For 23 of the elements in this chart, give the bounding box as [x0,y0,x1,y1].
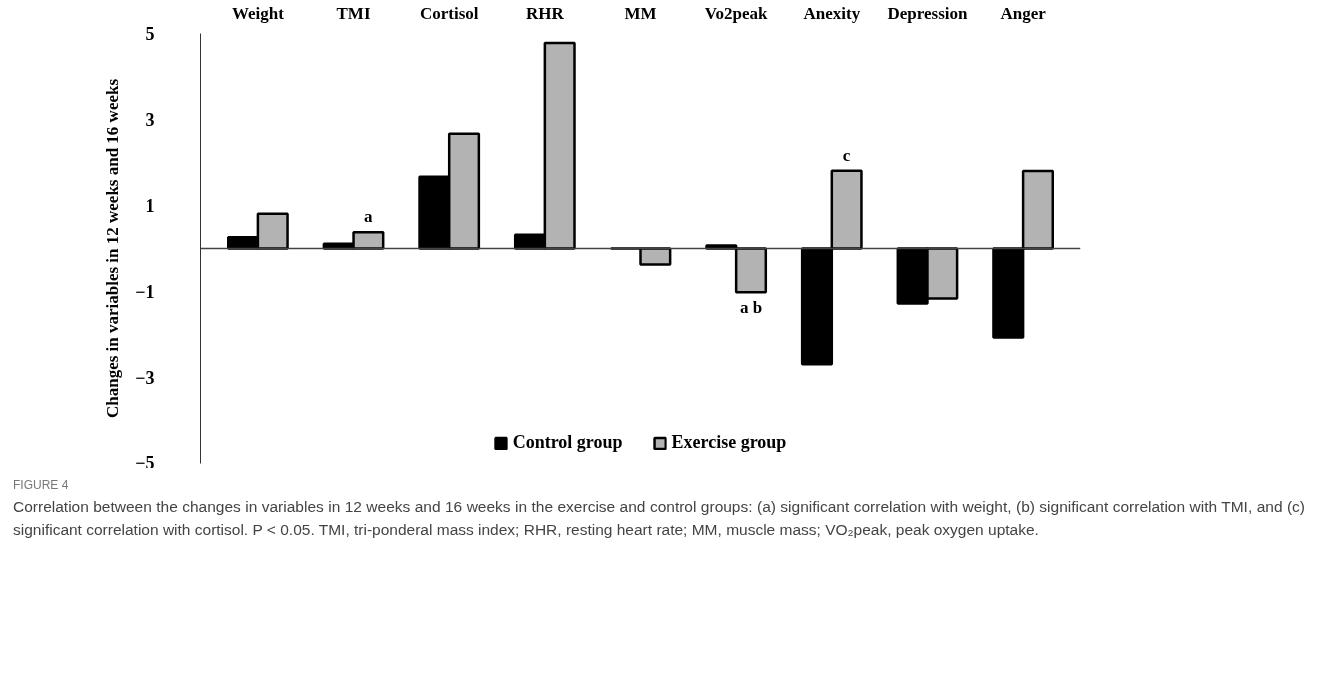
annotation: a [364,207,374,227]
text: FIGURE 4 [13,477,70,494]
legend-label: Exercise group [671,432,787,453]
x-tick-label: RHR [525,3,565,23]
x-tick-label: Depression [887,3,968,23]
x-tick-label: Anexity [803,3,861,23]
x-tick-label: Weight [231,3,285,23]
y-tick-label: 1 [145,196,155,216]
x-tick-label: Vo2peak [704,3,769,23]
text: Correlation between the changes in variables in 12 weeks and 16 weeks in the exercise and control groups: (a) significant correlation with weight, (b) significant correlation with TMI, and (c) significant correlation with cortisol. P < 0.05. TMI, tri-ponderal mass index; RHR, resting heart rate; MM, muscle mass; VO₂peak, peak oxygen uptake. [13,497,1305,540]
y-tick-label: 5 [145,24,155,44]
y-tick-label: −1 [135,282,155,302]
annotation: a b [739,298,763,318]
legend-label: Control group [512,432,623,453]
x-tick-label: MM [624,3,657,23]
y-tick-label: −5 [135,452,155,473]
x-tick-label: Anger [1000,3,1047,23]
y-tick-label: 3 [145,110,155,130]
x-tick-label: TMI [336,3,371,23]
annotation: c [842,145,851,165]
y-tick-label: −3 [135,368,155,388]
y-axis-title: Changes in variables in 12 weeks and 16 weeks [103,78,123,419]
x-tick-label: Cortisol [419,3,479,23]
